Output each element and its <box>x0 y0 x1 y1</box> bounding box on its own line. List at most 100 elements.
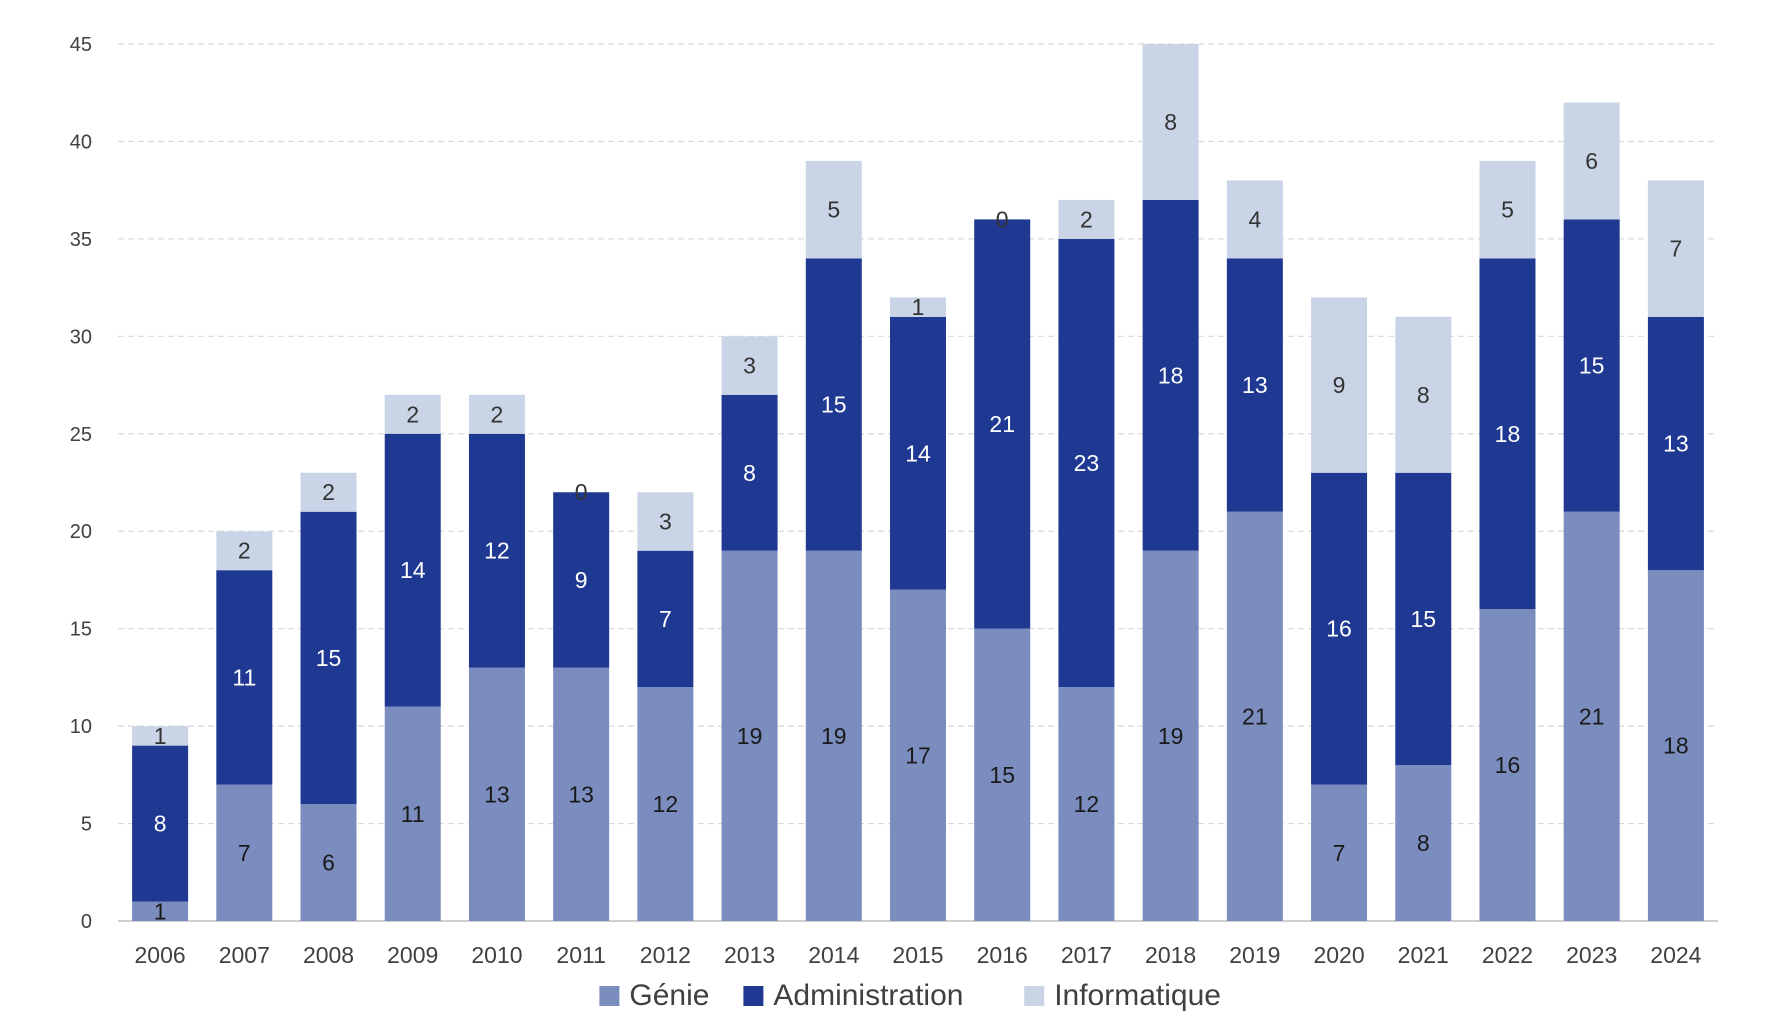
x-tick-label: 2010 <box>471 942 522 968</box>
y-tick-label: 0 <box>81 911 92 933</box>
bar-segment <box>216 570 273 785</box>
bar-segment <box>300 472 357 512</box>
y-tick-label: 10 <box>70 716 92 738</box>
bar-segment <box>1226 511 1283 921</box>
bar-segment <box>1395 316 1452 473</box>
bar-segment <box>1395 472 1452 766</box>
x-tick-label: 2006 <box>135 942 186 968</box>
data-label: 3 <box>659 508 672 534</box>
legend-swatch <box>743 986 764 1006</box>
data-label: 16 <box>1326 616 1352 642</box>
bar-segment <box>1563 219 1620 512</box>
data-label: 1 <box>912 294 925 320</box>
data-label: 1 <box>154 723 167 749</box>
data-label: 15 <box>821 392 847 418</box>
data-label: 23 <box>1074 450 1100 476</box>
bar-segment <box>1058 199 1115 239</box>
data-label: 17 <box>905 742 931 768</box>
data-label: 15 <box>316 645 342 671</box>
bar-segment <box>974 219 1031 629</box>
data-label: 2 <box>238 538 251 564</box>
bar-segment <box>216 784 273 921</box>
data-label: 1 <box>154 898 167 924</box>
bar-segment <box>468 433 525 668</box>
x-tick-label: 2018 <box>1145 942 1196 968</box>
data-label: 18 <box>1158 362 1184 388</box>
data-labels: 1817112615211142131221390127319831915517… <box>154 109 1689 924</box>
legend-label: Informatique <box>1054 979 1221 1012</box>
data-label: 16 <box>1495 752 1521 778</box>
bars <box>132 44 1704 921</box>
bar-segment <box>890 297 946 317</box>
bar-segment <box>468 394 525 434</box>
bar-segment <box>1647 316 1704 571</box>
x-tick-label: 2008 <box>303 942 354 968</box>
data-label: 18 <box>1663 733 1689 759</box>
bar-segment <box>468 667 525 921</box>
bar-segment <box>1311 472 1368 785</box>
data-label: 7 <box>1669 236 1682 262</box>
data-label: 2 <box>491 401 504 427</box>
data-label: 15 <box>989 762 1015 788</box>
bar-segment <box>384 706 441 921</box>
data-label: 9 <box>575 567 588 593</box>
bar-segment <box>384 433 441 707</box>
x-tick-label: 2021 <box>1398 942 1449 968</box>
data-label: 0 <box>996 206 1009 232</box>
bar-segment <box>637 687 694 921</box>
data-label: 7 <box>238 840 251 866</box>
x-tick-label: 2017 <box>1061 942 1112 968</box>
bar-segment <box>553 492 610 668</box>
data-label: 13 <box>568 781 594 807</box>
bar-segment <box>1563 102 1620 220</box>
bar-segment <box>300 511 357 805</box>
bar-segment <box>1058 238 1115 688</box>
bar-segment <box>1647 180 1704 317</box>
x-tick-label: 2009 <box>387 942 438 968</box>
y-axis: 0 5 10 15 20 25 30 35 40 45 <box>70 34 92 933</box>
y-tick-label: 25 <box>70 424 92 446</box>
data-label: 5 <box>1501 197 1514 223</box>
data-label: 19 <box>737 723 763 749</box>
y-tick-label: 40 <box>70 131 92 153</box>
data-label: 21 <box>1579 703 1605 729</box>
bar-segment <box>1142 199 1199 551</box>
data-label: 11 <box>401 801 425 827</box>
bar-segment <box>1226 180 1283 259</box>
x-tick-label: 2020 <box>1313 942 1364 968</box>
bar-segment <box>1395 765 1452 921</box>
x-tick-label: 2023 <box>1566 942 1617 968</box>
bar-segment <box>132 726 189 746</box>
data-label: 2 <box>322 479 335 505</box>
bar-segment <box>890 316 946 590</box>
bar-segment <box>721 336 778 395</box>
data-label: 8 <box>1164 109 1177 135</box>
bar-segment <box>637 550 694 688</box>
bar-segment <box>384 394 441 434</box>
data-label: 13 <box>1663 431 1689 457</box>
data-label: 14 <box>905 440 931 466</box>
bar-segment <box>1479 258 1536 610</box>
data-label: 12 <box>653 791 679 817</box>
x-tick-label: 2012 <box>640 942 691 968</box>
bar-segment <box>1226 258 1283 512</box>
x-tick-label: 2015 <box>892 942 943 968</box>
data-label: 2 <box>406 401 419 427</box>
bar-segment <box>1142 44 1199 200</box>
bar-segment <box>1058 687 1115 921</box>
y-tick-label: 45 <box>70 34 92 56</box>
bar-segment <box>805 258 862 551</box>
data-label: 13 <box>484 781 510 807</box>
data-label: 15 <box>1579 353 1605 379</box>
data-label: 2 <box>1080 206 1093 232</box>
data-label: 11 <box>232 664 256 690</box>
legend-label: Administration <box>773 979 963 1012</box>
bar-segment <box>721 394 778 551</box>
y-tick-label: 5 <box>81 814 92 836</box>
x-axis: 2006 2007 2008 2009 2010 2011 2012 2013 2014 2015… <box>135 942 1702 968</box>
data-label: 14 <box>400 557 426 583</box>
x-tick-label: 2022 <box>1482 942 1533 968</box>
data-label: 7 <box>659 606 672 632</box>
bar-segment <box>216 531 273 571</box>
